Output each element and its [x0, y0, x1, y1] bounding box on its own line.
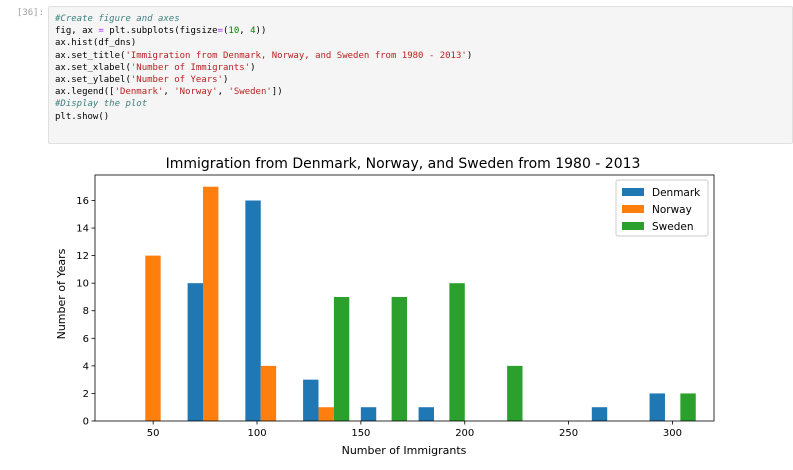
code-token: ) [250, 62, 256, 73]
code-token: ax.hist(df_dns) [55, 38, 137, 49]
y-tick-label: 2 [83, 389, 89, 400]
code-token: ) [222, 75, 229, 86]
y-tick-label: 8 [83, 306, 89, 317]
code-token: ax.set_xlabel( [55, 62, 131, 73]
code-token: 'Number of Years' [130, 75, 223, 86]
code-token: )) [255, 26, 267, 37]
bar-sweden [449, 283, 465, 421]
y-tick-label: 10 [76, 279, 89, 290]
code-token: 4 [250, 26, 256, 37]
code-token: 'Sweden' [228, 87, 272, 98]
y-axis-label: Number of Years [55, 248, 68, 339]
code-token: ( [223, 26, 229, 37]
code-token: 'Norway' [174, 87, 218, 98]
bar-sweden [507, 365, 523, 421]
legend-label-norway: Norway [652, 204, 692, 216]
bars-group [145, 186, 696, 421]
legend-swatch-sweden [622, 222, 644, 230]
bar-sweden [333, 296, 350, 421]
bar-denmark [245, 200, 261, 421]
bar-sweden [680, 393, 696, 421]
y-tick-label: 6 [83, 334, 89, 345]
legend-swatch-denmark [622, 188, 644, 196]
cell-output: Immigration from Denmark, Norway, and Sw… [48, 148, 793, 466]
y-tick-label: 14 [76, 224, 89, 235]
x-tick-label: 50 [147, 428, 160, 439]
bar-denmark [360, 407, 377, 421]
code-line: #Display the plot [55, 99, 147, 109]
code-line: ax.hist(df_dns) [55, 38, 136, 48]
y-tick-label: 12 [76, 251, 89, 262]
code-line: #Create figure and axes [55, 14, 180, 24]
histogram-chart: Immigration from Denmark, Norway, and Sw… [55, 156, 715, 457]
code-token: = [217, 26, 223, 37]
code-token: ]) [271, 87, 283, 98]
bar-norway [260, 365, 277, 421]
bar-denmark [591, 407, 608, 421]
code-line: plt.show() [55, 112, 109, 122]
code-line: ax.set_xlabel('Number of Immigrants') [55, 63, 256, 73]
legend-swatch-norway [622, 205, 644, 213]
bar-denmark [303, 379, 319, 421]
code-token: 'Immigration from Denmark, Norway, and S… [125, 50, 467, 61]
code-token: plt.show() [55, 111, 110, 122]
code-token: 10 [228, 26, 240, 37]
code-token: 'Number of Immigrants' [130, 62, 251, 73]
y-tick-label: 0 [83, 417, 89, 428]
x-tick-label: 200 [455, 428, 474, 439]
bar-norway [145, 255, 161, 421]
code-line: ax.legend(['Denmark', 'Norway', 'Sweden'… [55, 87, 283, 97]
y-tick-label: 16 [76, 196, 89, 207]
code-token: 'Denmark' [114, 87, 164, 98]
code-token: ax.set_ylabel( [55, 75, 131, 86]
x-tick-label: 150 [351, 428, 370, 439]
x-tick-label: 250 [559, 428, 578, 439]
code-block[interactable]: #Create figure and axes fig, ax = plt.su… [49, 7, 792, 129]
bar-norway [318, 407, 334, 421]
bar-denmark [649, 393, 665, 421]
y-tick-label: 4 [83, 361, 89, 372]
chart-title: Immigration from Denmark, Norway, and Sw… [166, 156, 641, 172]
x-axis-label: Number of Immigrants [342, 444, 467, 457]
code-token: , [239, 26, 251, 37]
bar-sweden [391, 296, 408, 421]
code-token: = [98, 26, 104, 37]
code-token: fig, ax [55, 26, 99, 37]
cell-prompt: [36]: [16, 8, 44, 18]
bar-denmark [418, 407, 434, 421]
code-token: #Create figure and axes [55, 14, 180, 24]
legend-label-denmark: Denmark [652, 187, 701, 199]
x-tick-label: 100 [247, 428, 266, 439]
x-axis-ticks: 50 100 150 200 250 300 [147, 421, 682, 439]
legend: Denmark Norway Sweden [615, 179, 709, 237]
code-token: , [217, 87, 229, 98]
code-token: ) [466, 50, 473, 61]
code-token: #Display the plot [55, 99, 148, 110]
code-token: plt.subplots(figsize [103, 26, 218, 37]
y-axis-ticks: 0 2 4 6 8 10 12 14 16 [76, 196, 95, 428]
code-token: , [163, 87, 175, 98]
code-cell-editor[interactable]: #Create figure and axes fig, ax = plt.su… [48, 6, 793, 144]
code-line: fig, ax = plt.subplots(figsize=(10, 4)) [55, 26, 266, 36]
x-tick-label: 300 [663, 428, 682, 439]
bar-norway [202, 186, 219, 421]
axes-frame [94, 174, 715, 422]
code-token: ax.set_title( [55, 50, 126, 61]
code-line: ax.set_ylabel('Number of Years') [55, 75, 228, 85]
legend-label-sweden: Sweden [652, 221, 694, 233]
bar-denmark [187, 283, 203, 421]
code-token: ax.legend([ [55, 87, 115, 98]
code-line: ax.set_title('Immigration from Denmark, … [55, 51, 472, 61]
